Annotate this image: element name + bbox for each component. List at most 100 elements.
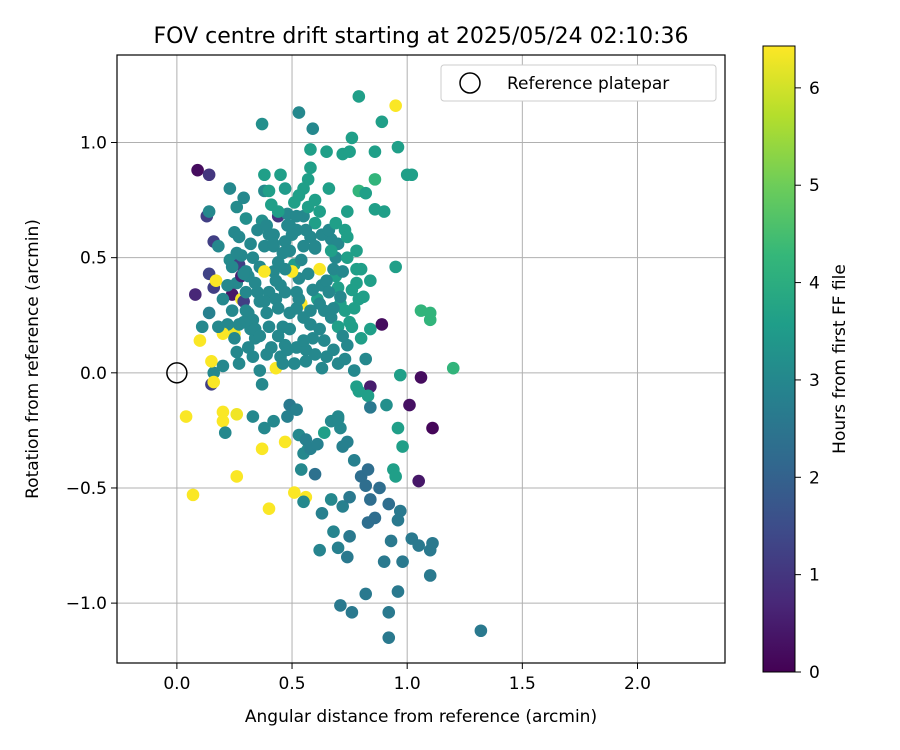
data-point <box>375 318 389 331</box>
data-point <box>391 421 405 435</box>
data-point <box>230 200 244 214</box>
data-point <box>255 378 269 391</box>
data-point <box>405 168 419 182</box>
colorbar-tick-label: 6 <box>809 79 820 99</box>
data-point <box>341 205 354 218</box>
data-point <box>334 599 347 612</box>
data-point <box>237 191 250 205</box>
data-point <box>389 99 402 112</box>
data-point <box>274 168 287 182</box>
data-point <box>368 511 382 525</box>
data-point <box>336 329 349 343</box>
colorbar-gradient <box>762 45 796 673</box>
data-point <box>186 488 200 502</box>
data-point <box>258 168 271 182</box>
data-point <box>359 587 373 601</box>
legend-marker <box>459 72 481 94</box>
data-point <box>317 334 331 347</box>
data-point <box>347 454 361 467</box>
chart-title: FOV centre drift starting at 2025/05/24 … <box>154 24 689 49</box>
data-point <box>301 173 315 186</box>
data-point <box>232 230 246 244</box>
data-point <box>262 184 276 198</box>
data-point <box>320 274 333 287</box>
data-point <box>278 435 292 449</box>
y-tick-label: −1.0 <box>66 594 107 614</box>
data-point <box>393 368 407 382</box>
data-point <box>343 315 356 329</box>
data-point <box>239 212 253 225</box>
data-point <box>322 285 336 299</box>
data-point <box>269 274 283 287</box>
data-point <box>327 343 340 357</box>
data-point <box>343 145 356 159</box>
data-point <box>403 398 416 412</box>
legend-label: Reference platepar <box>507 74 669 94</box>
data-point <box>241 341 255 354</box>
data-point <box>350 244 363 258</box>
data-point <box>299 223 313 237</box>
data-point <box>426 536 439 550</box>
data-point <box>262 502 276 515</box>
data-point <box>294 463 308 476</box>
data-point <box>345 283 359 297</box>
data-point <box>230 246 244 260</box>
data-point <box>350 262 363 276</box>
y-axis-ticks: −1.0 −0.5 0.0 0.5 1.0 <box>66 134 117 614</box>
data-point <box>308 216 322 230</box>
data-point <box>414 371 428 384</box>
data-point <box>253 329 267 343</box>
data-point <box>244 237 257 251</box>
data-point <box>216 405 230 419</box>
data-point <box>297 239 310 253</box>
data-point <box>384 534 398 548</box>
data-point <box>292 106 306 119</box>
data-point <box>281 410 294 423</box>
data-point <box>297 495 310 509</box>
data-point <box>341 230 354 244</box>
data-point <box>313 297 326 311</box>
data-point <box>202 306 216 320</box>
data-point <box>327 525 340 539</box>
data-point <box>232 357 246 370</box>
data-point <box>299 355 313 368</box>
data-point <box>239 285 253 299</box>
data-point <box>377 555 391 568</box>
data-point <box>230 407 244 421</box>
colorbar-tick-label: 2 <box>809 468 820 488</box>
data-point <box>232 318 246 331</box>
data-point <box>313 543 326 557</box>
data-point <box>297 334 310 347</box>
data-point <box>230 470 244 483</box>
data-point <box>396 440 409 453</box>
data-point <box>426 421 439 435</box>
x-tick-label: 1.5 <box>509 674 536 694</box>
data-point <box>195 320 209 334</box>
data-point <box>308 467 322 481</box>
data-point <box>255 117 269 131</box>
colorbar-label: Hours from first FF file <box>830 264 850 454</box>
data-point <box>389 260 402 274</box>
data-point <box>248 276 262 290</box>
data-point <box>237 267 250 281</box>
data-point <box>341 550 354 564</box>
data-point <box>343 490 356 504</box>
data-point <box>304 161 317 175</box>
data-point <box>265 341 278 354</box>
data-point <box>306 283 320 297</box>
data-point <box>216 359 230 373</box>
data-point <box>225 260 239 274</box>
data-point <box>281 219 294 232</box>
x-axis-ticks: 0.0 0.5 1.0 1.5 2.0 <box>163 663 651 694</box>
data-point <box>474 624 488 638</box>
y-tick-label: −0.5 <box>66 479 107 499</box>
data-point <box>313 262 326 276</box>
data-point <box>391 513 405 527</box>
data-point <box>258 421 271 435</box>
data-point <box>423 569 437 582</box>
data-point <box>359 186 373 200</box>
data-point <box>304 304 317 317</box>
data-point <box>258 265 271 278</box>
legend: Reference platepar <box>440 64 717 102</box>
data-point <box>292 189 306 202</box>
